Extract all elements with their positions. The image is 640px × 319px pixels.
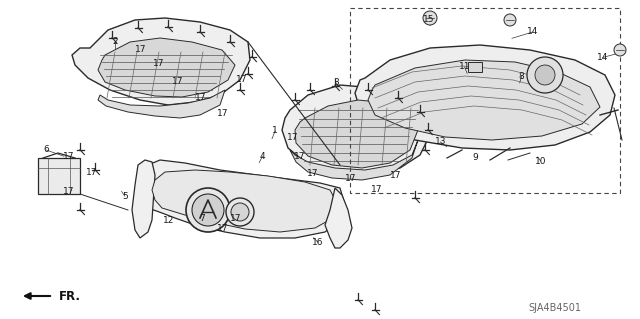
Text: 14: 14 <box>527 27 539 36</box>
Text: 17: 17 <box>390 171 401 180</box>
Text: 15: 15 <box>423 15 435 24</box>
Text: 17: 17 <box>135 45 147 54</box>
Text: 17: 17 <box>371 185 382 194</box>
Bar <box>468 62 482 72</box>
Text: 17: 17 <box>195 93 207 102</box>
Circle shape <box>527 57 563 93</box>
Polygon shape <box>368 60 600 140</box>
Bar <box>38 158 80 194</box>
Text: 5: 5 <box>122 192 127 201</box>
Text: 17: 17 <box>217 224 228 233</box>
Text: 17: 17 <box>63 187 75 196</box>
Text: 3: 3 <box>333 78 339 87</box>
Text: 17: 17 <box>172 77 184 86</box>
Circle shape <box>226 198 254 226</box>
Text: 14: 14 <box>597 53 609 62</box>
Circle shape <box>423 11 437 25</box>
Text: 1: 1 <box>273 126 278 135</box>
Circle shape <box>535 65 555 85</box>
Text: 10: 10 <box>535 157 547 166</box>
Polygon shape <box>295 100 418 168</box>
Text: 17: 17 <box>307 169 318 178</box>
Text: 7: 7 <box>199 214 204 223</box>
Polygon shape <box>138 160 345 238</box>
Text: 12: 12 <box>163 216 175 225</box>
Text: 17: 17 <box>230 214 241 223</box>
Text: 16: 16 <box>312 238 324 247</box>
Polygon shape <box>325 188 352 248</box>
Polygon shape <box>132 160 155 238</box>
Text: 9: 9 <box>472 153 477 162</box>
Text: 6: 6 <box>44 145 49 154</box>
Text: 2: 2 <box>113 37 118 46</box>
Text: 4: 4 <box>260 152 265 161</box>
Circle shape <box>192 194 224 226</box>
Circle shape <box>186 188 230 232</box>
Text: 17: 17 <box>86 168 97 177</box>
Text: 11: 11 <box>459 63 470 71</box>
Circle shape <box>231 203 249 221</box>
Circle shape <box>504 14 516 26</box>
Text: 17: 17 <box>287 133 299 142</box>
Polygon shape <box>355 45 615 150</box>
Text: 17: 17 <box>217 109 228 118</box>
Text: 17: 17 <box>345 174 356 183</box>
Text: 17: 17 <box>63 152 75 161</box>
Text: 17: 17 <box>153 59 164 68</box>
Text: 17: 17 <box>236 75 248 84</box>
Text: 8: 8 <box>519 72 524 81</box>
Polygon shape <box>98 38 235 97</box>
Text: 17: 17 <box>294 152 305 161</box>
Bar <box>350 8 620 193</box>
Polygon shape <box>152 170 338 232</box>
Circle shape <box>614 44 626 56</box>
Polygon shape <box>290 140 418 180</box>
Polygon shape <box>282 85 430 173</box>
Polygon shape <box>72 18 250 105</box>
Polygon shape <box>98 90 225 118</box>
Text: FR.: FR. <box>59 290 81 302</box>
Text: SJA4B4501: SJA4B4501 <box>529 303 582 313</box>
Text: 13: 13 <box>435 137 446 146</box>
